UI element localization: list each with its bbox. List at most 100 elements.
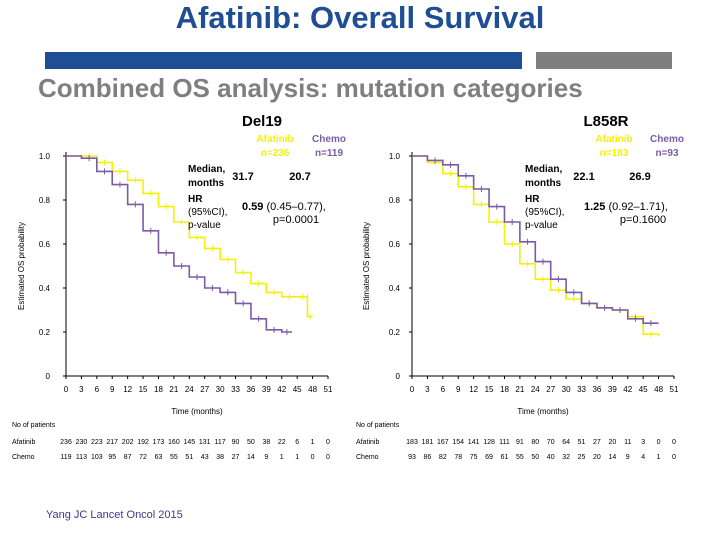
x-tick-label: 27	[546, 385, 555, 394]
risk-cell: 111	[499, 439, 510, 446]
x-tick-label: 30	[562, 385, 571, 394]
legend-chemo: Chemo	[650, 134, 684, 145]
risk-cell: 32	[562, 454, 570, 461]
x-tick-label: 6	[441, 385, 446, 394]
km-curve-chemo	[412, 155, 659, 324]
risk-cell: 91	[516, 439, 524, 446]
risk-cell: 64	[562, 439, 570, 446]
risk-cell: 160	[168, 439, 180, 446]
legend-afatinib: Afatinib	[256, 134, 293, 145]
x-tick-label: 12	[469, 385, 478, 394]
risk-cell: 69	[485, 454, 493, 461]
risk-cell: 131	[199, 439, 211, 446]
y-tick-label: 0.2	[39, 328, 51, 337]
legend-afatinib-n: n=183	[600, 148, 629, 159]
x-tick-label: 36	[592, 385, 601, 394]
risk-cell: 128	[483, 439, 495, 446]
risk-cell: 181	[422, 439, 434, 446]
risk-cell: 9	[626, 454, 630, 461]
y-tick-label: 0.8	[39, 196, 51, 205]
hr-ci: (0.45–0.77),	[263, 201, 325, 213]
x-tick-label: 18	[500, 385, 509, 394]
hr-ci-label: (95%CI),	[188, 207, 227, 218]
legend-afatinib: Afatinib	[595, 134, 632, 145]
x-tick-label: 0	[410, 385, 415, 394]
x-tick-label: 21	[169, 385, 178, 394]
risk-cell: 11	[624, 439, 631, 446]
x-tick-label: 45	[639, 385, 648, 394]
median-afatinib: 31.7	[232, 171, 253, 183]
x-tick-label: 36	[246, 385, 255, 394]
risk-cell: 20	[608, 439, 616, 446]
median-label-units: months	[188, 178, 225, 189]
risk-cell: 20	[593, 454, 601, 461]
legend-chemo: Chemo	[312, 134, 346, 145]
risk-cell: 119	[60, 454, 71, 461]
title-accent-bar-blue	[45, 52, 522, 69]
slide-subtitle: Combined OS analysis: mutation categorie…	[38, 73, 583, 103]
km-curve-chemo	[66, 155, 293, 333]
risk-cell: 0	[326, 439, 330, 446]
risk-cell: 113	[76, 454, 87, 461]
risk-row-label: Afatinib	[356, 439, 379, 446]
x-tick-label: 24	[185, 385, 194, 394]
median-label: Median,	[188, 164, 225, 175]
risk-cell: 51	[578, 439, 586, 446]
risk-cell: 192	[137, 439, 149, 446]
risk-cell: 4	[641, 454, 645, 461]
y-axis-label: Estimated OS probability	[362, 222, 371, 310]
x-tick-label: 24	[531, 385, 540, 394]
risk-cell: 90	[232, 439, 240, 446]
hr-label: HR	[188, 194, 203, 205]
risk-cell: 38	[262, 439, 270, 446]
risk-cell: 95	[108, 454, 116, 461]
y-tick-label: 0.6	[39, 240, 51, 249]
y-tick-label: 0.6	[389, 240, 401, 249]
x-tick-label: 3	[79, 385, 84, 394]
risk-cell: 78	[454, 454, 462, 461]
y-tick-label: 0	[46, 372, 51, 381]
risk-cell: 173	[153, 439, 165, 446]
hr-value-line: 1.25 (0.92–1.71),	[584, 201, 668, 213]
risk-row-label: Afatinib	[12, 439, 35, 446]
risk-cell: 141	[468, 439, 480, 446]
x-tick-label: 39	[262, 385, 271, 394]
panel-title: L858R	[583, 113, 628, 130]
panel-title: Del19	[242, 113, 282, 130]
risk-cell: 217	[106, 439, 118, 446]
x-tick-label: 0	[64, 385, 69, 394]
x-tick-label: 21	[515, 385, 524, 394]
risk-cell: 145	[183, 439, 195, 446]
legend-chemo-n: n=119	[315, 148, 344, 159]
x-tick-label: 42	[623, 385, 632, 394]
y-tick-label: 0.4	[389, 284, 401, 293]
risk-cell: 14	[247, 454, 255, 461]
risk-cell: 0	[311, 454, 315, 461]
hr-ci-label: (95%CI),	[525, 207, 564, 218]
x-tick-label: 12	[123, 385, 132, 394]
risk-cell: 9	[264, 454, 268, 461]
risk-cell: 82	[439, 454, 447, 461]
risk-cell: 93	[408, 454, 416, 461]
risk-cell: 55	[170, 454, 178, 461]
risk-cell: 3	[641, 439, 645, 446]
risk-cell: 50	[531, 454, 539, 461]
x-tick-label: 51	[670, 385, 679, 394]
median-chemo: 26.9	[629, 171, 650, 183]
risk-cell: 0	[326, 454, 330, 461]
x-tick-label: 33	[577, 385, 586, 394]
risk-cell: 43	[201, 454, 209, 461]
x-tick-label: 18	[154, 385, 163, 394]
y-tick-label: 0.2	[389, 328, 401, 337]
risk-cell: 80	[531, 439, 539, 446]
risk-cell: 14	[608, 454, 616, 461]
y-tick-label: 0.4	[39, 284, 51, 293]
hr-value: 1.25	[584, 201, 605, 213]
risk-cell: 183	[406, 439, 418, 446]
median-label: Median,	[525, 164, 562, 175]
x-tick-label: 48	[308, 385, 317, 394]
risk-row-label: Chemo	[356, 454, 379, 461]
title-accent-bar-gray	[536, 52, 672, 69]
risk-cell: 22	[278, 439, 286, 446]
